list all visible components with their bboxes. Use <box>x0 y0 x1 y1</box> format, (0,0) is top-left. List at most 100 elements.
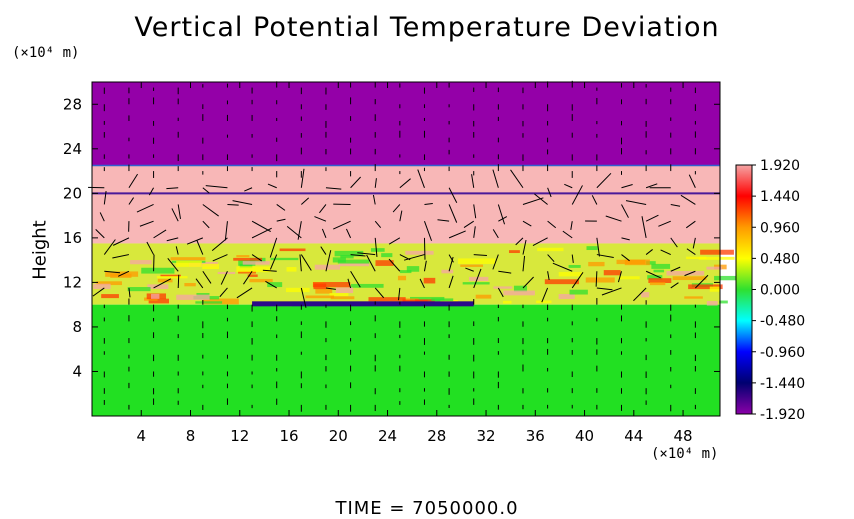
texture-streak <box>335 287 354 294</box>
wind-vector <box>112 254 130 259</box>
wind-vector <box>492 229 499 239</box>
wind-vector <box>112 237 130 246</box>
texture-streak <box>202 263 220 269</box>
texture-streak <box>618 276 640 280</box>
wind-vector <box>498 270 512 274</box>
texture-streak <box>688 284 723 290</box>
texture-streak <box>157 278 173 283</box>
colorbar-label: 1.440 <box>760 189 800 205</box>
colorbar-label: -1.920 <box>760 407 805 423</box>
texture-streak <box>544 279 580 285</box>
texture-streak <box>285 287 310 293</box>
wind-vector <box>244 187 253 192</box>
texture-streak <box>176 261 202 267</box>
texture-streak <box>239 263 253 269</box>
wind-vector <box>300 197 310 205</box>
texture-streak <box>493 286 513 289</box>
texture-streak <box>340 255 354 259</box>
wind-vector <box>374 220 382 229</box>
wind-vector <box>448 254 454 263</box>
texture-streak <box>706 266 722 270</box>
wind-vector <box>227 203 239 206</box>
wind-vector <box>423 260 427 272</box>
wind-vector <box>171 208 179 222</box>
texture-streak <box>184 283 196 287</box>
wind-vector <box>333 220 351 230</box>
wind-vector <box>497 287 504 298</box>
wind-vector <box>595 271 598 287</box>
texture-streak <box>305 295 335 299</box>
texture-streak <box>370 248 385 252</box>
wind-vector <box>680 194 696 205</box>
texture-streak <box>249 278 273 283</box>
texture-streak <box>647 275 663 280</box>
wind-vector <box>670 282 679 289</box>
wind-vector <box>645 270 661 279</box>
wind-vector <box>448 230 466 239</box>
wind-vector <box>128 287 131 298</box>
wind-vector <box>128 173 139 189</box>
wind-vector <box>299 254 302 272</box>
texture-streak <box>315 288 333 294</box>
texture-streak <box>684 296 703 299</box>
wind-vector <box>276 204 286 211</box>
texture-streak <box>410 296 445 302</box>
wind-vector <box>232 200 253 205</box>
wind-vector <box>325 187 342 190</box>
colorbar-label: 0.000 <box>760 283 800 299</box>
wind-vector <box>392 204 401 213</box>
wind-vector <box>547 271 550 281</box>
wind-vector <box>625 200 647 205</box>
texture-streak <box>375 260 394 266</box>
texture-streak <box>666 270 705 276</box>
wind-vector <box>463 220 475 228</box>
wind-vector <box>522 239 527 255</box>
wind-vector <box>117 270 130 277</box>
texture-streak <box>286 267 297 272</box>
wind-vector <box>186 237 204 245</box>
wind-vector <box>399 210 403 222</box>
wind-vector <box>345 228 352 239</box>
texture-streak <box>176 294 210 300</box>
wind-vector <box>166 237 179 242</box>
wind-vector <box>205 185 228 189</box>
wind-vector <box>522 276 534 289</box>
wind-vector <box>510 169 524 189</box>
wind-vector <box>372 194 376 205</box>
texture-streak <box>334 250 364 257</box>
texture-streak <box>110 273 132 278</box>
texture-streak <box>156 276 188 279</box>
wind-vector <box>167 257 179 272</box>
wind-vector <box>423 237 426 260</box>
wind-vector <box>471 174 475 188</box>
x-tick-label: 40 <box>575 427 594 445</box>
wind-vector <box>522 220 532 227</box>
wind-vector <box>300 254 312 271</box>
colorbar-label: 0.960 <box>760 220 800 236</box>
wind-vector <box>688 174 696 188</box>
texture-streak <box>141 267 175 274</box>
texture-streak <box>698 256 735 260</box>
texture-streak <box>339 263 370 267</box>
wind-vector <box>262 269 277 272</box>
texture-streak <box>160 274 181 277</box>
wind-vector <box>325 287 336 290</box>
wind-vector <box>366 254 376 272</box>
x-tick-label: 16 <box>279 427 298 445</box>
wind-vector <box>684 270 696 277</box>
texture-streak <box>706 301 718 306</box>
texture-streak <box>700 249 734 255</box>
x-tick-label: 4 <box>136 427 146 445</box>
wind-vector <box>397 287 401 301</box>
wind-vector <box>601 287 622 296</box>
wind-vector <box>104 270 121 274</box>
wind-vector <box>621 184 633 189</box>
texture-streak <box>279 248 306 252</box>
y-tick-label: 16 <box>63 229 82 247</box>
texture-streak <box>586 246 598 251</box>
x-tick-label: 24 <box>378 427 397 445</box>
y-tick-label: 28 <box>63 95 82 113</box>
texture-streak <box>460 264 484 267</box>
wind-vector <box>465 267 474 272</box>
